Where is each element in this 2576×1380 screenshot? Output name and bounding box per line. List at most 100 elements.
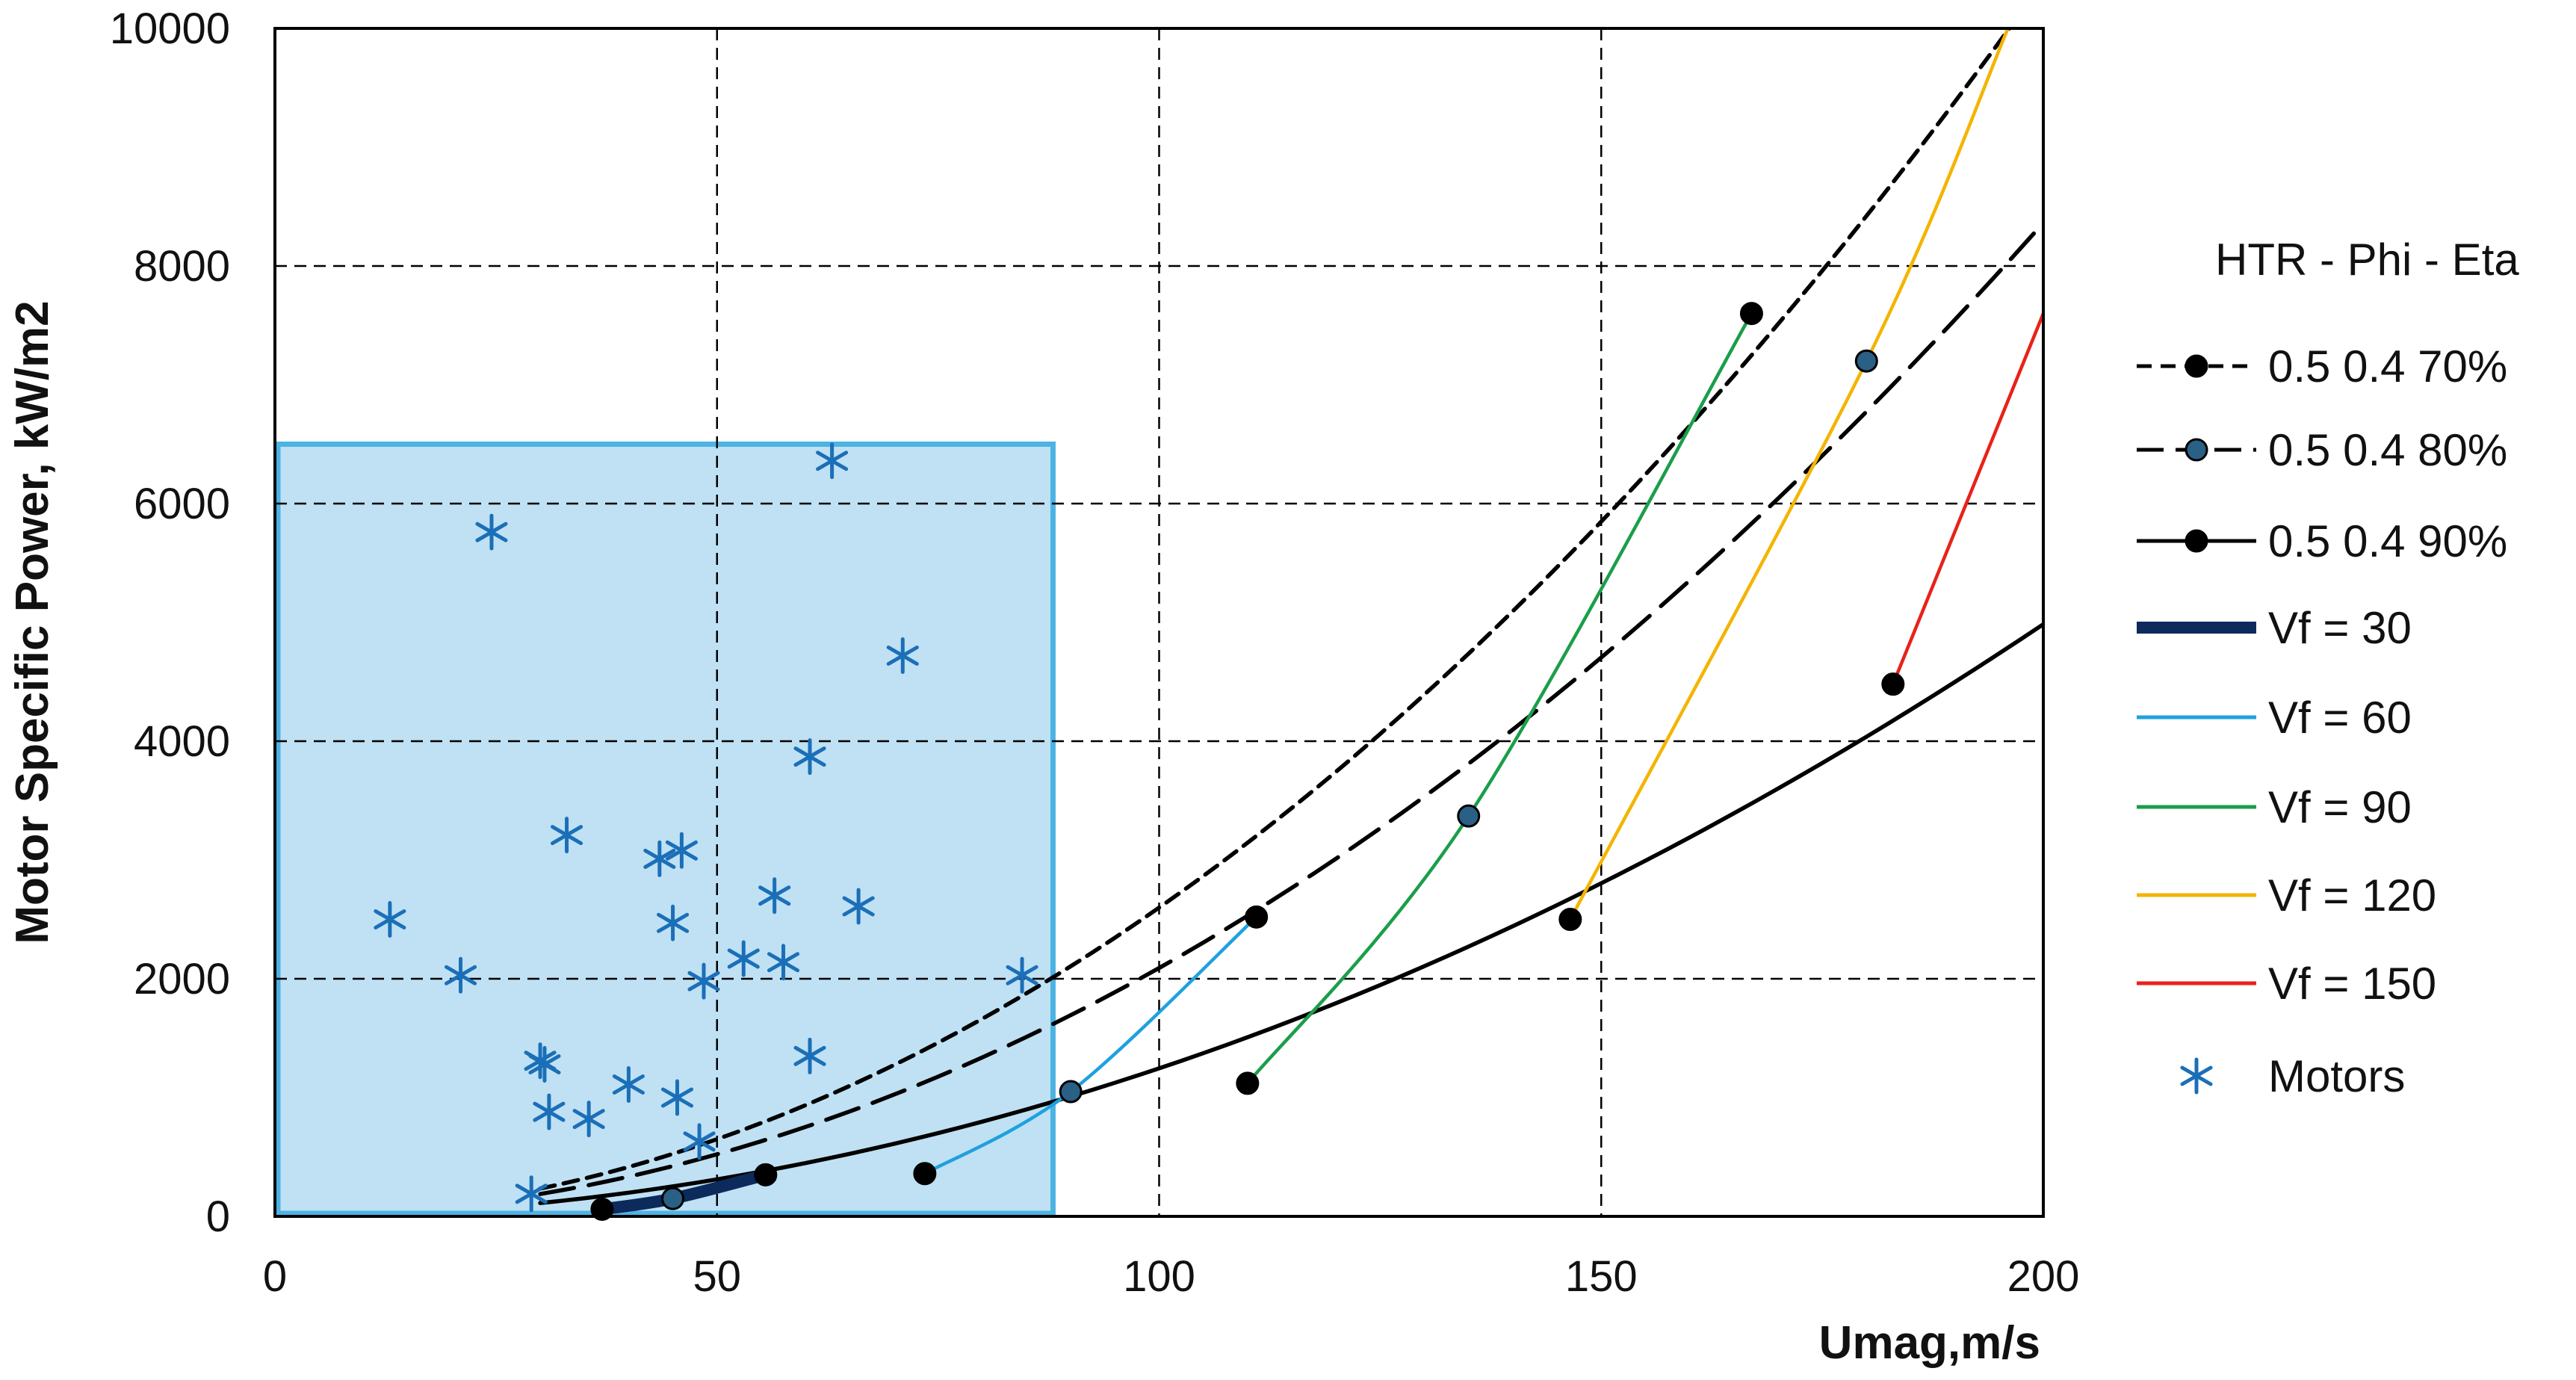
legend-label: Vf = 30 — [2268, 603, 2412, 653]
motor-point — [528, 1045, 561, 1083]
asterisk-stroke — [665, 840, 698, 861]
legend-marker — [2185, 354, 2208, 378]
legend-label: Vf = 60 — [2268, 693, 2412, 743]
motor-point — [612, 1066, 645, 1104]
series-line-0 — [538, 28, 2012, 1191]
data-point — [1881, 672, 1905, 696]
asterisk-stroke — [2180, 1065, 2213, 1086]
asterisk-stroke — [660, 1087, 694, 1108]
data-point — [1739, 302, 1763, 326]
motor-point — [660, 1079, 694, 1116]
legend-label: 0.5 0.4 70% — [2268, 341, 2507, 392]
shaded-region — [275, 442, 1056, 1216]
legend: HTR - Phi - Eta 0.5 0.4 70% 0.5 0.4 80% 0.5… — [2137, 235, 2519, 1101]
y-tick-label: 6000 — [134, 480, 230, 528]
motor-point — [533, 1093, 566, 1130]
motor-point — [665, 832, 698, 869]
motor-point — [1006, 956, 1038, 994]
motor-point — [727, 940, 760, 977]
data-point — [1059, 1080, 1083, 1104]
data-point — [661, 1186, 685, 1210]
data-point — [913, 1162, 937, 1186]
asterisk-stroke — [444, 965, 477, 986]
asterisk-stroke — [572, 1109, 605, 1130]
asterisk-stroke — [475, 522, 508, 542]
data-point — [1457, 804, 1481, 828]
y-tick-label: 4000 — [134, 717, 230, 766]
motor-point — [816, 442, 849, 480]
motor-point — [886, 637, 919, 675]
motor-point — [793, 738, 826, 776]
y-tick-label: 2000 — [134, 955, 230, 1003]
grid-lines — [275, 28, 2043, 1216]
legend-label: Vf = 120 — [2268, 870, 2436, 920]
motor-point — [657, 904, 690, 941]
asterisk-stroke — [886, 646, 919, 666]
motor-point — [767, 944, 800, 981]
y-tick-label: 0 — [206, 1192, 230, 1241]
legend-marker — [2185, 438, 2208, 462]
legend-motors-marker — [2180, 1057, 2213, 1095]
asterisk-stroke — [643, 848, 676, 869]
motor-point — [842, 888, 875, 925]
motor-point — [475, 513, 508, 551]
asterisk-stroke — [816, 451, 849, 471]
legend-label: 0.5 0.4 90% — [2268, 516, 2507, 566]
asterisk-stroke — [758, 885, 791, 906]
asterisk-stroke — [528, 1053, 561, 1074]
data-point — [1558, 908, 1582, 931]
y-tick-label: 10000 — [110, 4, 230, 53]
legend-label: Motors — [2268, 1051, 2405, 1101]
motor-point — [551, 817, 583, 854]
motor-point — [444, 956, 477, 994]
y-axis-title: Motor Specific Power, kW/m2 — [7, 300, 58, 944]
data-point — [1245, 905, 1269, 929]
motor-point — [687, 962, 720, 1000]
motor-point — [374, 901, 406, 938]
series-line-7 — [1891, 312, 2043, 686]
series-markers — [590, 302, 1905, 1221]
series-line-1 — [538, 220, 2043, 1196]
asterisk-stroke — [1006, 965, 1038, 986]
series-line-5 — [1245, 312, 1753, 1086]
y-tick-label: 8000 — [134, 242, 230, 291]
asterisk-stroke — [767, 952, 800, 973]
x-tick-label: 100 — [1123, 1252, 1195, 1301]
asterisk-stroke — [727, 948, 760, 969]
x-tick-label: 50 — [693, 1252, 741, 1301]
legend-motors-swatch — [2180, 1057, 2213, 1095]
motor-point — [683, 1123, 716, 1160]
legend-label: 0.5 0.4 80% — [2268, 425, 2507, 475]
x-tick-label: 150 — [1565, 1252, 1638, 1301]
data-point — [1854, 349, 1878, 373]
asterisk-stroke — [533, 1101, 566, 1122]
motor-point — [793, 1037, 826, 1074]
data-point — [590, 1197, 614, 1221]
data-point — [1236, 1071, 1260, 1095]
asterisk-stroke — [551, 825, 583, 846]
motor-point — [758, 877, 791, 915]
asterisk-stroke — [683, 1131, 716, 1152]
data-point — [754, 1163, 778, 1186]
motor-point — [515, 1175, 548, 1213]
x-tick-label: 0 — [263, 1252, 287, 1301]
series-line-6 — [1568, 28, 2010, 921]
x-axis-title: Umag,m/s — [1819, 1317, 2040, 1369]
x-tick-label: 200 — [2007, 1252, 2080, 1301]
asterisk-stroke — [657, 912, 690, 933]
legend-marker — [2185, 529, 2208, 553]
motor-point — [643, 840, 676, 877]
asterisk-stroke — [842, 896, 875, 917]
asterisk-stroke — [374, 909, 406, 929]
legend-label: Vf = 150 — [2268, 959, 2436, 1009]
asterisk-stroke — [515, 1183, 548, 1204]
legend-label: Vf = 90 — [2268, 782, 2412, 832]
legend-title: HTR - Phi - Eta — [2215, 235, 2519, 285]
asterisk-stroke — [612, 1074, 645, 1095]
motors-points — [374, 442, 1038, 1213]
motor-point — [572, 1101, 605, 1138]
plot-frame — [273, 27, 2045, 1218]
asterisk-stroke — [793, 1045, 826, 1066]
